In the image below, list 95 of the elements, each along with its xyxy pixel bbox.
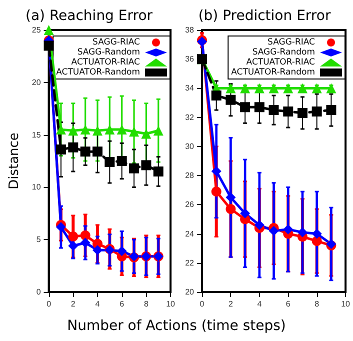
point [44, 25, 54, 35]
x-tick-label: 4 [95, 300, 100, 308]
point [92, 126, 102, 136]
y-tick-label: 30 [185, 142, 195, 151]
y-tick-label: 22 [185, 258, 195, 268]
point [153, 126, 164, 136]
point [226, 83, 236, 94]
point [80, 238, 90, 248]
point [104, 124, 115, 135]
point [240, 102, 250, 112]
x-tick-label: 10 [166, 300, 176, 308]
point [141, 160, 152, 170]
point [141, 128, 152, 139]
legend-label: SAGG-Random [252, 48, 315, 58]
point [283, 106, 294, 117]
point [211, 186, 222, 197]
chart-title: (b) Prediction Error [198, 8, 331, 24]
point [116, 156, 127, 166]
point [44, 40, 54, 51]
point [129, 163, 140, 174]
point [312, 83, 322, 94]
point [80, 124, 90, 135]
point [254, 220, 264, 230]
point [68, 142, 78, 152]
point [268, 83, 279, 94]
legend-label: SAGG-RIAC [268, 38, 316, 48]
point [211, 166, 222, 176]
point [312, 236, 322, 246]
y-tick-label: 36 [185, 54, 195, 64]
x-tick-label: 8 [314, 300, 320, 308]
y-tick-label: 20 [32, 78, 42, 87]
point [68, 231, 78, 242]
point [56, 222, 66, 232]
point [297, 227, 308, 238]
x-axis-title: Number of Actions (time steps) [66, 318, 287, 334]
y-tick-label: 15 [32, 130, 42, 140]
x-tick-label: 4 [257, 300, 262, 308]
point [92, 146, 102, 157]
point [283, 83, 294, 94]
y-axis-title: Distance [7, 132, 22, 190]
point [56, 144, 66, 154]
point [153, 166, 164, 176]
point [129, 126, 140, 137]
point [326, 83, 336, 94]
chart-title: (a) Reaching Error [25, 8, 153, 24]
legend-label: SAGG-Random [77, 48, 140, 58]
point [297, 108, 308, 118]
point [68, 126, 78, 136]
y-tick-label: 0 [36, 288, 42, 296]
y-tick-label: 25 [32, 26, 42, 34]
point [226, 204, 236, 214]
point [268, 226, 279, 236]
y-tick-label: 34 [185, 84, 195, 93]
point [326, 105, 336, 116]
y-tick-label: 38 [185, 26, 195, 34]
point [211, 90, 222, 100]
point [297, 83, 308, 94]
point [254, 102, 264, 112]
x-tick-label: 6 [286, 300, 291, 308]
point [240, 208, 250, 218]
x-tick-label: 0 [46, 300, 52, 308]
legend-label: ACTUATOR-Random [56, 68, 140, 78]
point [226, 192, 236, 202]
legend-label: ACTUATOR-RIAC [246, 58, 316, 68]
point [80, 146, 90, 157]
legend-label: ACTUATOR-RIAC [71, 58, 140, 68]
point [226, 94, 236, 105]
y-tick-label: 5 [36, 235, 42, 244]
y-tick-label: 24 [185, 229, 195, 238]
y-tick-label: 26 [185, 200, 195, 210]
point [283, 224, 294, 234]
y-tick-label: 20 [185, 288, 195, 296]
point [240, 83, 250, 94]
point [116, 124, 127, 135]
point [268, 105, 279, 116]
y-tick-label: 32 [185, 112, 195, 122]
legend-label: SAGG-RIAC [92, 38, 140, 48]
x-tick-label: 2 [70, 300, 76, 308]
x-tick-label: 0 [200, 300, 205, 308]
point [104, 157, 115, 168]
x-tick-label: 10 [341, 300, 351, 308]
legend-label: ACTUATOR-Random [231, 68, 315, 78]
point [56, 124, 66, 135]
x-tick-label: 8 [144, 300, 149, 308]
point [312, 106, 322, 117]
point [92, 245, 102, 256]
point [80, 230, 90, 240]
x-tick-label: 2 [228, 300, 234, 308]
x-tick-label: 6 [120, 300, 125, 308]
point [254, 83, 264, 94]
point [68, 240, 78, 251]
point [116, 246, 127, 256]
point [312, 228, 322, 239]
y-tick-label: 10 [32, 182, 42, 192]
y-tick-label: 28 [185, 171, 195, 180]
